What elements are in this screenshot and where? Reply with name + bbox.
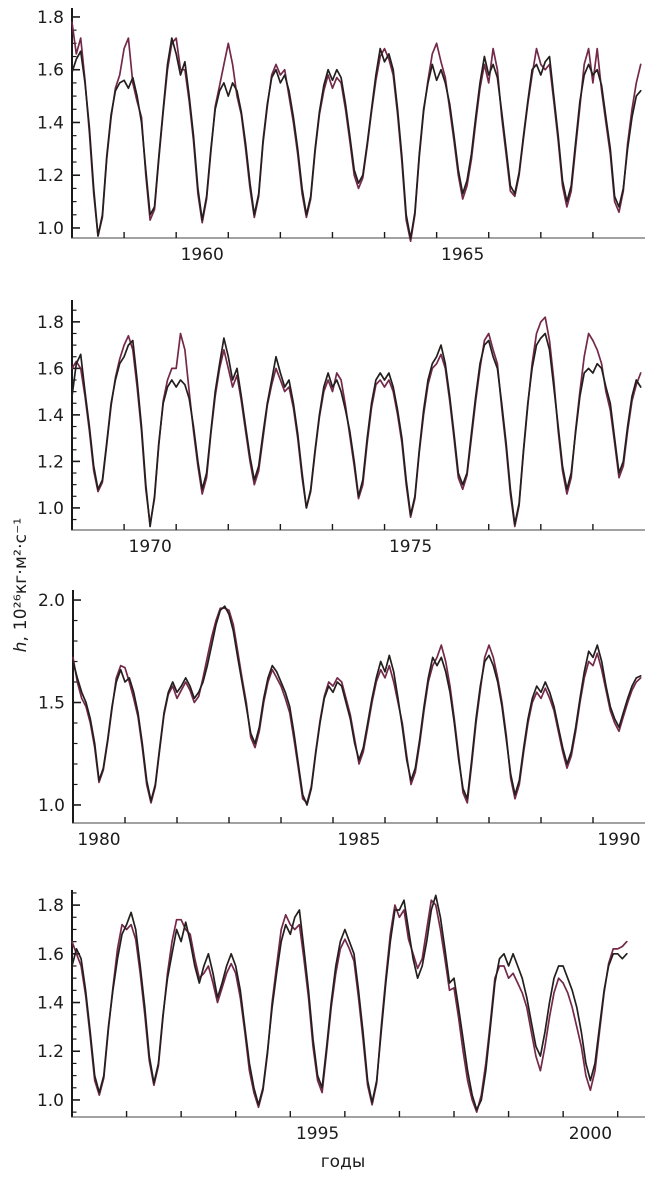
y-tick-label: 1.6 — [37, 359, 64, 379]
series-line-curve-darkred-panel-1 — [71, 21, 642, 243]
x-tick-label: 1965 — [441, 245, 484, 265]
y-tick-label: 1.4 — [37, 113, 64, 133]
x-tick-label: 1975 — [389, 537, 432, 557]
y-tick-label: 1.4 — [37, 994, 64, 1014]
x-tick-label: 1985 — [337, 830, 380, 850]
y-tick-label: 1.2 — [37, 452, 64, 472]
series-line-curve-black-panel-3 — [72, 605, 642, 806]
x-tick-label: 1980 — [77, 830, 120, 850]
panel-2: 1.0 1.2 1.4 1.6 1.8 1970 1975 — [37, 300, 645, 557]
y-tick-label: 1.5 — [38, 694, 65, 714]
x-axis-title: годы — [320, 1152, 366, 1172]
y-tick-label: 1.8 — [37, 896, 64, 916]
panel-1: 1.0 1.2 1.4 1.6 1.8 1960 1965 — [37, 8, 645, 265]
x-tick-label: 1970 — [129, 537, 172, 557]
series-line-curve-darkred-panel-2 — [71, 316, 642, 528]
series-line-curve-darkred-panel-3 — [72, 607, 642, 804]
y-tick-label: 1.2 — [37, 1042, 64, 1062]
series-line-curve-black-panel-1 — [71, 37, 642, 240]
x-tick-label: 1990 — [597, 830, 640, 850]
series-line-curve-black-panel-2 — [71, 332, 642, 528]
y-tick-label: 1.6 — [37, 61, 64, 81]
y-tick-label: 1.8 — [37, 313, 64, 333]
series-line-curve-black-panel-4 — [71, 894, 628, 1111]
y-tick-label: 1.0 — [37, 219, 64, 239]
panel-4: 1.0 1.2 1.4 1.6 1.8 1995 2000 — [37, 890, 645, 1144]
y-axis-units: , 10²⁶кг·м²·с⁻¹ — [11, 517, 31, 642]
x-tick-label: 1995 — [296, 1124, 339, 1144]
y-tick-label: 1.0 — [38, 796, 65, 816]
y-tick-label: 1.6 — [37, 945, 64, 965]
y-axis-variable: h — [11, 641, 31, 653]
y-tick-label: 1.8 — [37, 8, 64, 28]
y-axis-title: h, 10²⁶кг·м²·с⁻¹ — [11, 518, 31, 653]
y-tick-label: 1.4 — [37, 406, 64, 426]
y-tick-label: 1.0 — [37, 499, 64, 519]
panel-3: 1.0 1.5 2.0 1980 1985 1990 — [38, 590, 645, 850]
x-tick-label: 2000 — [569, 1124, 612, 1144]
y-tick-label: 1.0 — [37, 1091, 64, 1111]
x-tick-label: 1960 — [181, 245, 224, 265]
y-tick-label: 2.0 — [38, 591, 65, 611]
y-tick-label: 1.2 — [37, 166, 64, 186]
